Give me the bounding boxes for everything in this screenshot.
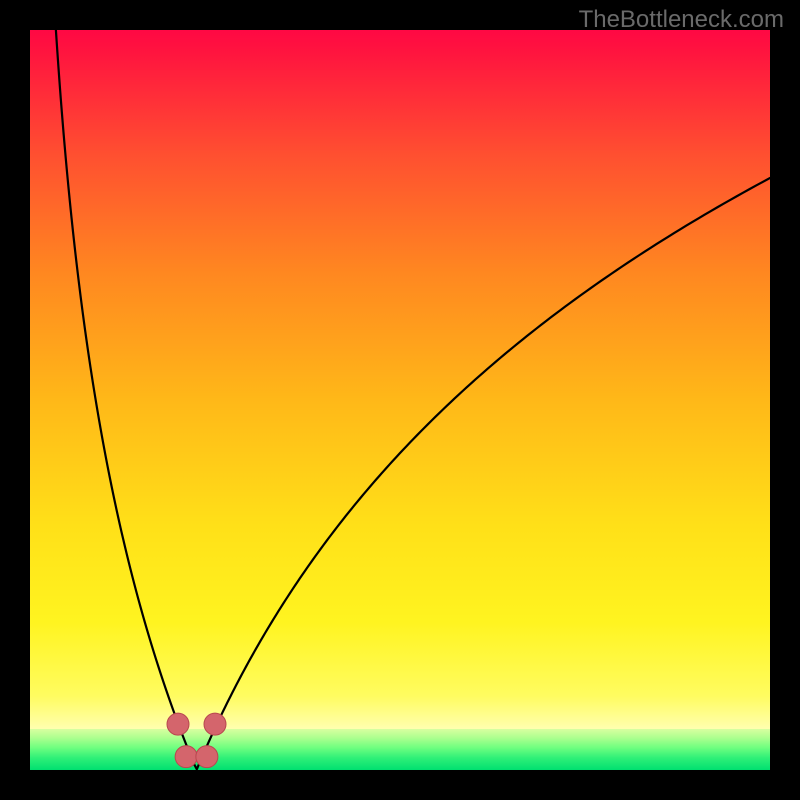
dip-marker-group [167,713,226,768]
plot-area [30,30,770,770]
dip-marker-3 [204,713,226,735]
dip-marker-1 [175,746,197,768]
bottleneck-curve [56,30,770,769]
chart-svg [30,30,770,770]
watermark-text: TheBottleneck.com [579,6,784,34]
dip-marker-2 [196,746,218,768]
dip-marker-0 [167,713,189,735]
